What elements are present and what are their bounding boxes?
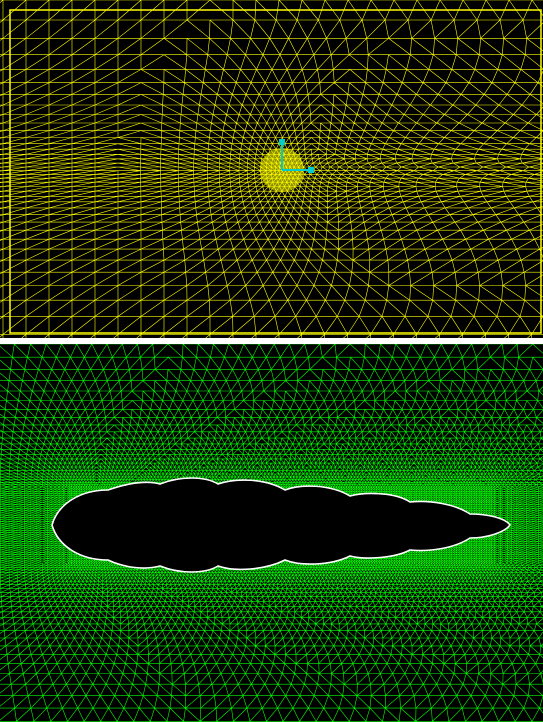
- top-domain-boundary: [9, 9, 542, 334]
- immersed-body-shape: [51, 477, 511, 573]
- axis-triad-icon: [279, 139, 314, 173]
- top-mesh-panel: [0, 0, 543, 338]
- top-mesh-canvas: [0, 0, 543, 338]
- bottom-mesh-panel: [0, 344, 543, 722]
- panel-separator: [0, 338, 543, 344]
- bottom-mesh-canvas: [0, 344, 543, 722]
